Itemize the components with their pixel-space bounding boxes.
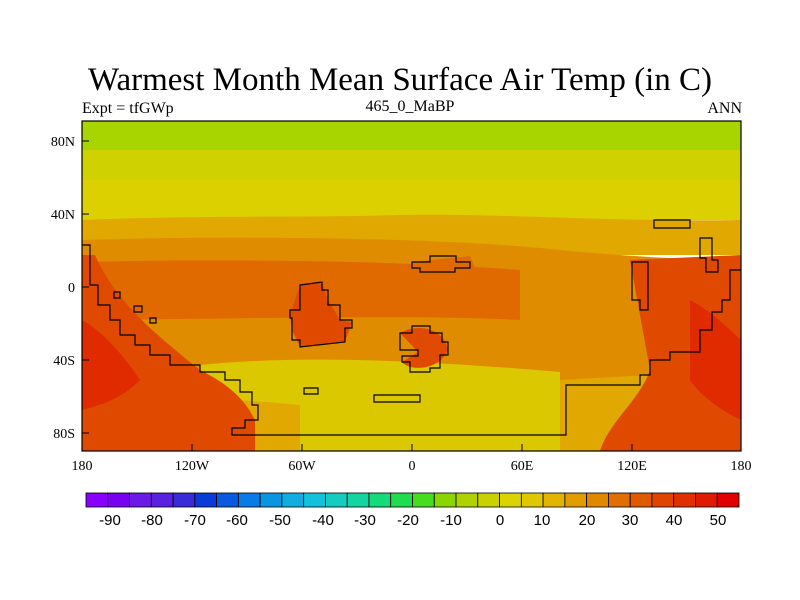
coastlines [82,219,741,436]
colorbar-swatch [608,492,631,508]
x-axis-labels: 180 120W 60W 0 60E 120E 180 [72,459,752,474]
colorbar-label: 30 [622,512,639,529]
x-tick-label: 60E [511,459,534,474]
western-hottest-region [82,320,140,410]
colorbar-label: -30 [354,512,376,529]
x-tick-label: 60W [288,459,316,474]
season-label: ANN [707,100,742,117]
colorbar-swatch [477,492,500,508]
x-tick-label: 180 [72,459,93,474]
map-title: Warmest Month Mean Surface Air Temp (in … [87,62,713,98]
colorbar-label: -90 [99,512,121,529]
period-label: 465_0_MaBP [365,98,455,115]
colorbar-swatch [433,492,457,508]
colorbar-swatch [520,492,544,508]
northern-island [412,256,475,274]
atlantic-continent [400,328,448,368]
central-continent [290,282,352,347]
colorbar-label: 20 [579,512,596,529]
colorbar-swatch [325,492,348,508]
colorbar-swatch [107,492,130,508]
colorbar-label: -40 [312,512,334,529]
colorbar-label: 0 [496,512,504,529]
colorbar-label: -80 [141,512,163,529]
experiment-label: Expt = tfGWp [82,100,174,117]
axis-ticks [81,140,742,451]
colorbar-label: 40 [666,512,683,529]
colorbar-label: -60 [226,512,248,529]
colorbar-swatch [564,492,588,508]
colorbar-swatch [172,492,196,508]
temperature-field [82,121,741,451]
colorbar-swatch [85,492,109,508]
colorbar-swatch [542,492,566,508]
y-tick-label: 40S [53,354,75,369]
y-tick-label: 40N [51,208,75,223]
colorbar-labels: -90 -80 -70 -60 -50 -40 -30 -20 -10 0 10… [99,512,726,529]
colorbar-label: -50 [269,512,291,529]
colorbar-swatch [194,492,218,508]
colorbar-swatch [129,492,152,508]
colorbar-swatch [303,492,326,508]
colorbar-swatch [629,492,653,508]
colorbar-swatch [412,492,435,508]
colorbar-label: -70 [184,512,206,529]
western-hot-region [82,255,255,451]
colorbar-swatch [368,492,392,508]
colorbar-swatch [455,492,479,508]
x-tick-label: 120W [175,459,210,474]
colorbar-swatch [716,492,740,508]
colorbar-swatch [281,492,305,508]
y-tick-label: 80S [53,427,75,442]
band-yellow [82,180,741,220]
y-tick-label: 80N [51,135,75,150]
colorbar-swatch [651,492,675,508]
colorbar-swatch [259,492,283,508]
colorbar-swatch [673,492,696,508]
colorbar-swatch [390,492,413,508]
colorbar-swatch [499,492,522,508]
x-tick-label: 180 [731,459,752,474]
y-tick-label: 0 [68,281,75,296]
colorbar-swatch [237,492,261,508]
colorbar-label: -10 [440,512,462,529]
y-axis-labels: 80N 40N 0 40S 80S [51,135,75,442]
colorbar-label: -20 [397,512,419,529]
colorbar-label: 50 [710,512,727,529]
colorbar-swatch [695,492,718,508]
colorbar-swatch [346,492,370,508]
colorbar-swatch [216,492,239,508]
colorbar-swatch [150,492,174,508]
colorbar [85,492,740,508]
colorbar-swatch [586,492,609,508]
colorbar-label: 10 [534,512,551,529]
x-tick-label: 0 [409,459,416,474]
x-tick-label: 120E [617,459,647,474]
